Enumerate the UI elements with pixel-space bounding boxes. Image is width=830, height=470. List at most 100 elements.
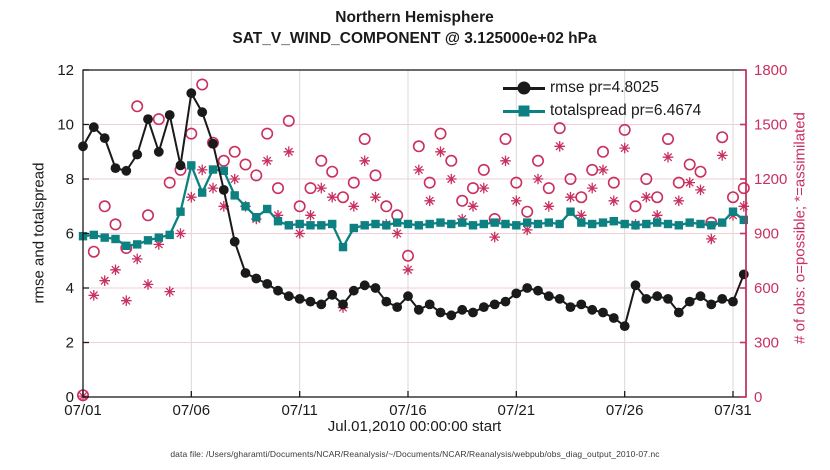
- assimilated-obs-marker: [424, 195, 435, 207]
- totalspread-marker: [403, 219, 413, 229]
- totalspread-marker: [663, 219, 673, 229]
- assimilated-obs-marker: [576, 210, 587, 221]
- right-tick-label: 300: [754, 335, 779, 352]
- left-tick-label: 10: [57, 117, 74, 134]
- totalspread-marker: [479, 219, 488, 229]
- possible-obs-marker: [672, 176, 685, 189]
- left-tick-label: 0: [66, 389, 74, 406]
- possible-obs-marker: [586, 163, 599, 176]
- totalspread-marker: [718, 218, 727, 227]
- legend-item-totalspread: totalspread pr=6.4674: [503, 100, 701, 122]
- totalspread-marker: [588, 219, 597, 229]
- possible-obs-marker: [293, 200, 306, 213]
- assimilated-obs-marker: [467, 200, 479, 212]
- legend-rmse-label: rmse pr=4.8025: [550, 79, 659, 96]
- totalspread-marker: [544, 218, 553, 227]
- right-tick-label: 1200: [754, 171, 787, 188]
- totalspread-marker: [436, 218, 445, 227]
- assimilated-obs-marker: [229, 173, 240, 185]
- possible-obs-marker: [445, 154, 458, 167]
- chart-title-line2: SAT_V_WIND_COMPONENT @ 3.125000e+02 hPa: [232, 30, 597, 47]
- possible-obs-marker: [510, 176, 523, 189]
- totalspread-marker: [263, 204, 272, 214]
- possible-obs-marker: [683, 158, 696, 171]
- totalspread-marker: [555, 219, 564, 229]
- assimilated-obs-marker: [738, 200, 750, 212]
- totalspread-marker: [653, 218, 662, 227]
- possible-obs-marker: [629, 200, 642, 213]
- assimilated-obs-marker: [196, 164, 208, 176]
- possible-obs-marker: [521, 205, 534, 218]
- rmse-marker: [208, 138, 218, 149]
- rmse-marker: [251, 273, 262, 284]
- rmse-marker: [132, 149, 143, 160]
- totalspread-marker: [349, 223, 358, 233]
- assimilated-obs-marker: [684, 177, 695, 188]
- totalspread-marker: [707, 221, 716, 230]
- totalspread-marker: [458, 218, 467, 227]
- totalspread-marker: [89, 230, 98, 240]
- assimilated-obs-marker: [391, 228, 403, 239]
- left-tick-label: 4: [66, 280, 74, 297]
- totalspread-marker: [696, 219, 705, 229]
- possible-obs-marker: [358, 133, 371, 146]
- rmse-marker: [500, 296, 511, 307]
- rmse-marker: [164, 110, 175, 120]
- rmse-marker: [435, 307, 446, 318]
- left-tick-label: 6: [66, 226, 74, 243]
- rmse-marker: [316, 299, 327, 310]
- totalspread-marker: [566, 207, 575, 216]
- rmse-marker: [673, 307, 684, 318]
- rmse-marker: [153, 146, 164, 157]
- assimilated-obs-marker: [142, 279, 154, 290]
- legend-totalspread-marker-icon: [518, 105, 530, 117]
- assimilated-obs-marker: [131, 253, 143, 265]
- assimilated-obs-marker: [294, 228, 305, 239]
- assimilated-obs-marker: [272, 210, 284, 221]
- rmse-marker: [240, 268, 251, 278]
- totalspread-marker: [122, 241, 131, 250]
- totalspread-marker: [165, 230, 174, 240]
- right-tick-label: 600: [754, 280, 779, 297]
- assimilated-obs-marker: [359, 155, 370, 167]
- possible-obs-marker: [434, 127, 447, 140]
- possible-obs-marker: [607, 176, 620, 189]
- assimilated-obs-marker: [565, 191, 576, 203]
- rmse-marker: [273, 285, 283, 296]
- axes-box: 0 2 4 6 8 10 12 07/01 07/06 07/11 07/16 07/21 07/26 0…: [57, 62, 787, 419]
- left-tick-label: 8: [66, 171, 74, 188]
- rmse-marker: [305, 296, 316, 307]
- x-tick-label: 07/06: [173, 402, 211, 419]
- assimilated-obs-marker: [608, 195, 620, 207]
- possible-obs-marker: [98, 200, 111, 213]
- assimilated-obs-marker: [348, 200, 360, 212]
- rmse-marker: [348, 285, 359, 296]
- totalspread-marker: [154, 233, 163, 242]
- rmse-marker: [392, 302, 403, 312]
- x-axis-label: Jul.01,2010 00:00:00 start: [327, 418, 502, 435]
- possible-obs-marker: [217, 154, 230, 167]
- totalspread-marker: [739, 215, 748, 225]
- possible-obs-marker: [271, 182, 284, 195]
- rmse-marker: [424, 299, 435, 310]
- possible-obs-marker: [336, 191, 349, 204]
- rmse-marker: [186, 88, 197, 99]
- rmse-marker: [522, 283, 533, 293]
- totalspread-marker: [111, 234, 120, 244]
- rmse-marker: [533, 285, 543, 296]
- assimilated-obs-marker: [641, 191, 652, 203]
- totalspread-marker: [295, 219, 304, 229]
- possible-obs-marker: [466, 182, 479, 195]
- possible-obs-marker: [239, 158, 252, 171]
- rmse-marker: [663, 294, 673, 304]
- data-file-caption: data file: /Users/gharamti/Documents/NCA…: [170, 449, 660, 459]
- assimilated-obs-marker: [586, 182, 598, 194]
- assimilated-obs-marker: [153, 239, 165, 250]
- possible-obs-marker: [315, 154, 328, 167]
- rmse-marker: [229, 236, 240, 247]
- totalspread-marker: [219, 166, 228, 175]
- assimilated-obs-marker: [532, 173, 544, 185]
- possible-obs-marker: [596, 145, 609, 158]
- assimilated-obs-marker: [521, 224, 533, 236]
